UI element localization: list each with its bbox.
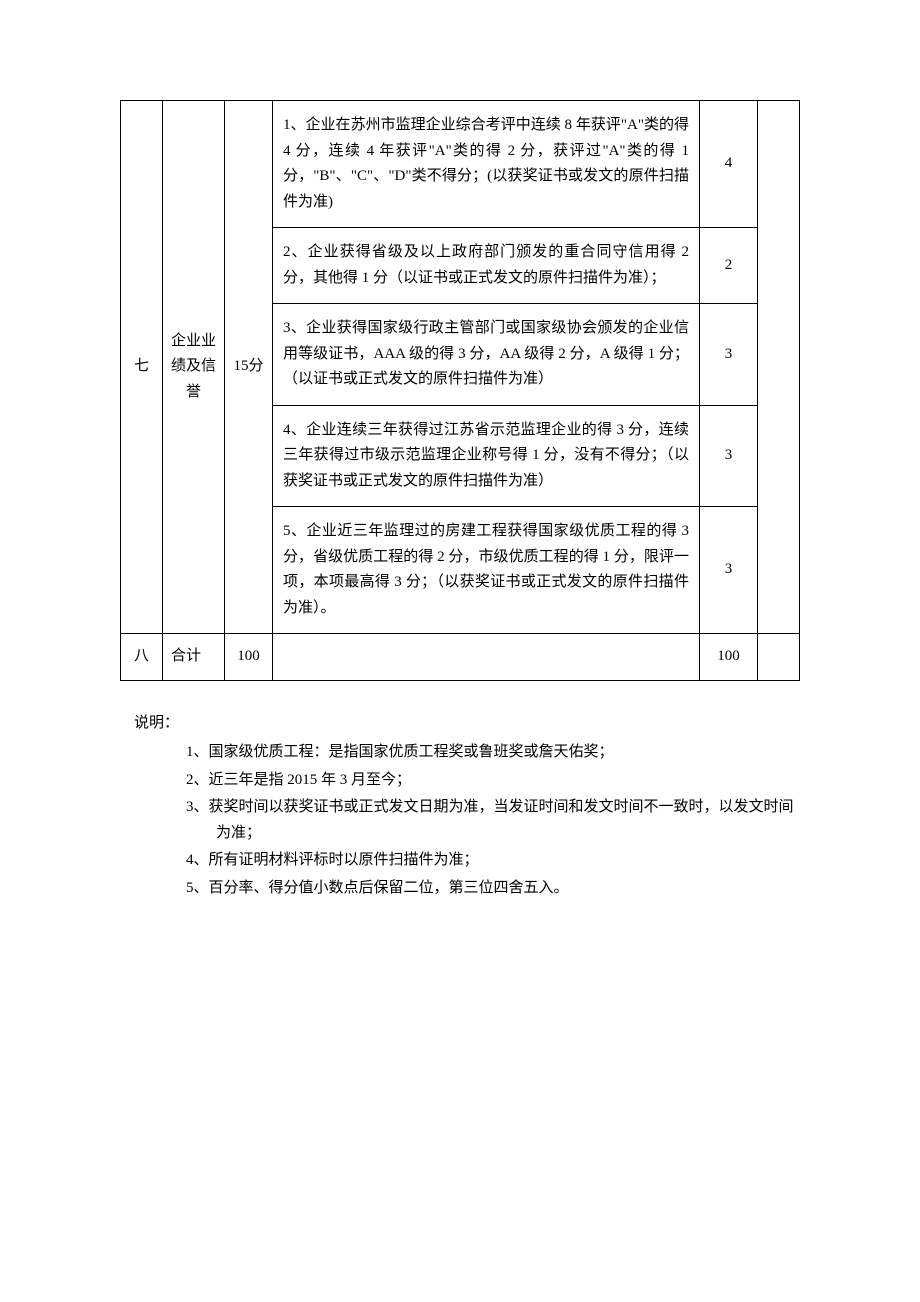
row-weight-7: 15分 [225, 101, 273, 634]
note-item: 1、国家级优质工程：是指国家优质工程奖或鲁班奖或詹天佑奖； [186, 740, 800, 766]
note-item: 2、近三年是指 2015 年 3 月至今； [186, 768, 800, 794]
row-category-8: 合计 [163, 634, 225, 681]
row-index-8: 八 [121, 634, 163, 681]
notes-list: 1、国家级优质工程：是指国家优质工程奖或鲁班奖或詹天佑奖； 2、近三年是指 20… [134, 740, 800, 901]
score-cell: 2 [700, 228, 758, 304]
score-cell: 3 [700, 304, 758, 406]
note-item: 4、所有证明材料评标时以原件扫描件为准； [186, 848, 800, 874]
empty-cell [758, 101, 800, 634]
score-cell: 3 [700, 405, 758, 507]
notes-section: 说明： 1、国家级优质工程：是指国家优质工程奖或鲁班奖或詹天佑奖； 2、近三年是… [120, 711, 800, 902]
score-cell: 3 [700, 507, 758, 634]
detail-cell-empty [273, 634, 700, 681]
score-cell: 4 [700, 101, 758, 228]
detail-cell: 5、企业近三年监理过的房建工程获得国家级优质工程的得 3 分，省级优质工程的得 … [273, 507, 700, 634]
note-item: 5、百分率、得分值小数点后保留二位，第三位四舍五入。 [186, 876, 800, 902]
score-cell-total: 100 [700, 634, 758, 681]
note-item: 3、获奖时间以获奖证书或正式发文日期为准，当发证时间和发文时间不一致时，以发文时… [186, 795, 800, 846]
detail-cell: 1、企业在苏州市监理企业综合考评中连续 8 年获评"A"类的得 4 分，连续 4… [273, 101, 700, 228]
notes-title: 说明： [134, 711, 800, 737]
detail-cell: 4、企业连续三年获得过江苏省示范监理企业的得 3 分，连续三年获得过市级示范监理… [273, 405, 700, 507]
row-index-7: 七 [121, 101, 163, 634]
row-category-7: 企业业绩及信誉 [163, 101, 225, 634]
detail-cell: 3、企业获得国家级行政主管部门或国家级协会颁发的企业信用等级证书，AAA 级的得… [273, 304, 700, 406]
row-weight-8: 100 [225, 634, 273, 681]
detail-cell: 2、企业获得省级及以上政府部门颁发的重合同守信用得 2 分，其他得 1 分（以证… [273, 228, 700, 304]
scoring-table: 七 企业业绩及信誉 15分 1、企业在苏州市监理企业综合考评中连续 8 年获评"… [120, 100, 800, 681]
empty-cell [758, 634, 800, 681]
